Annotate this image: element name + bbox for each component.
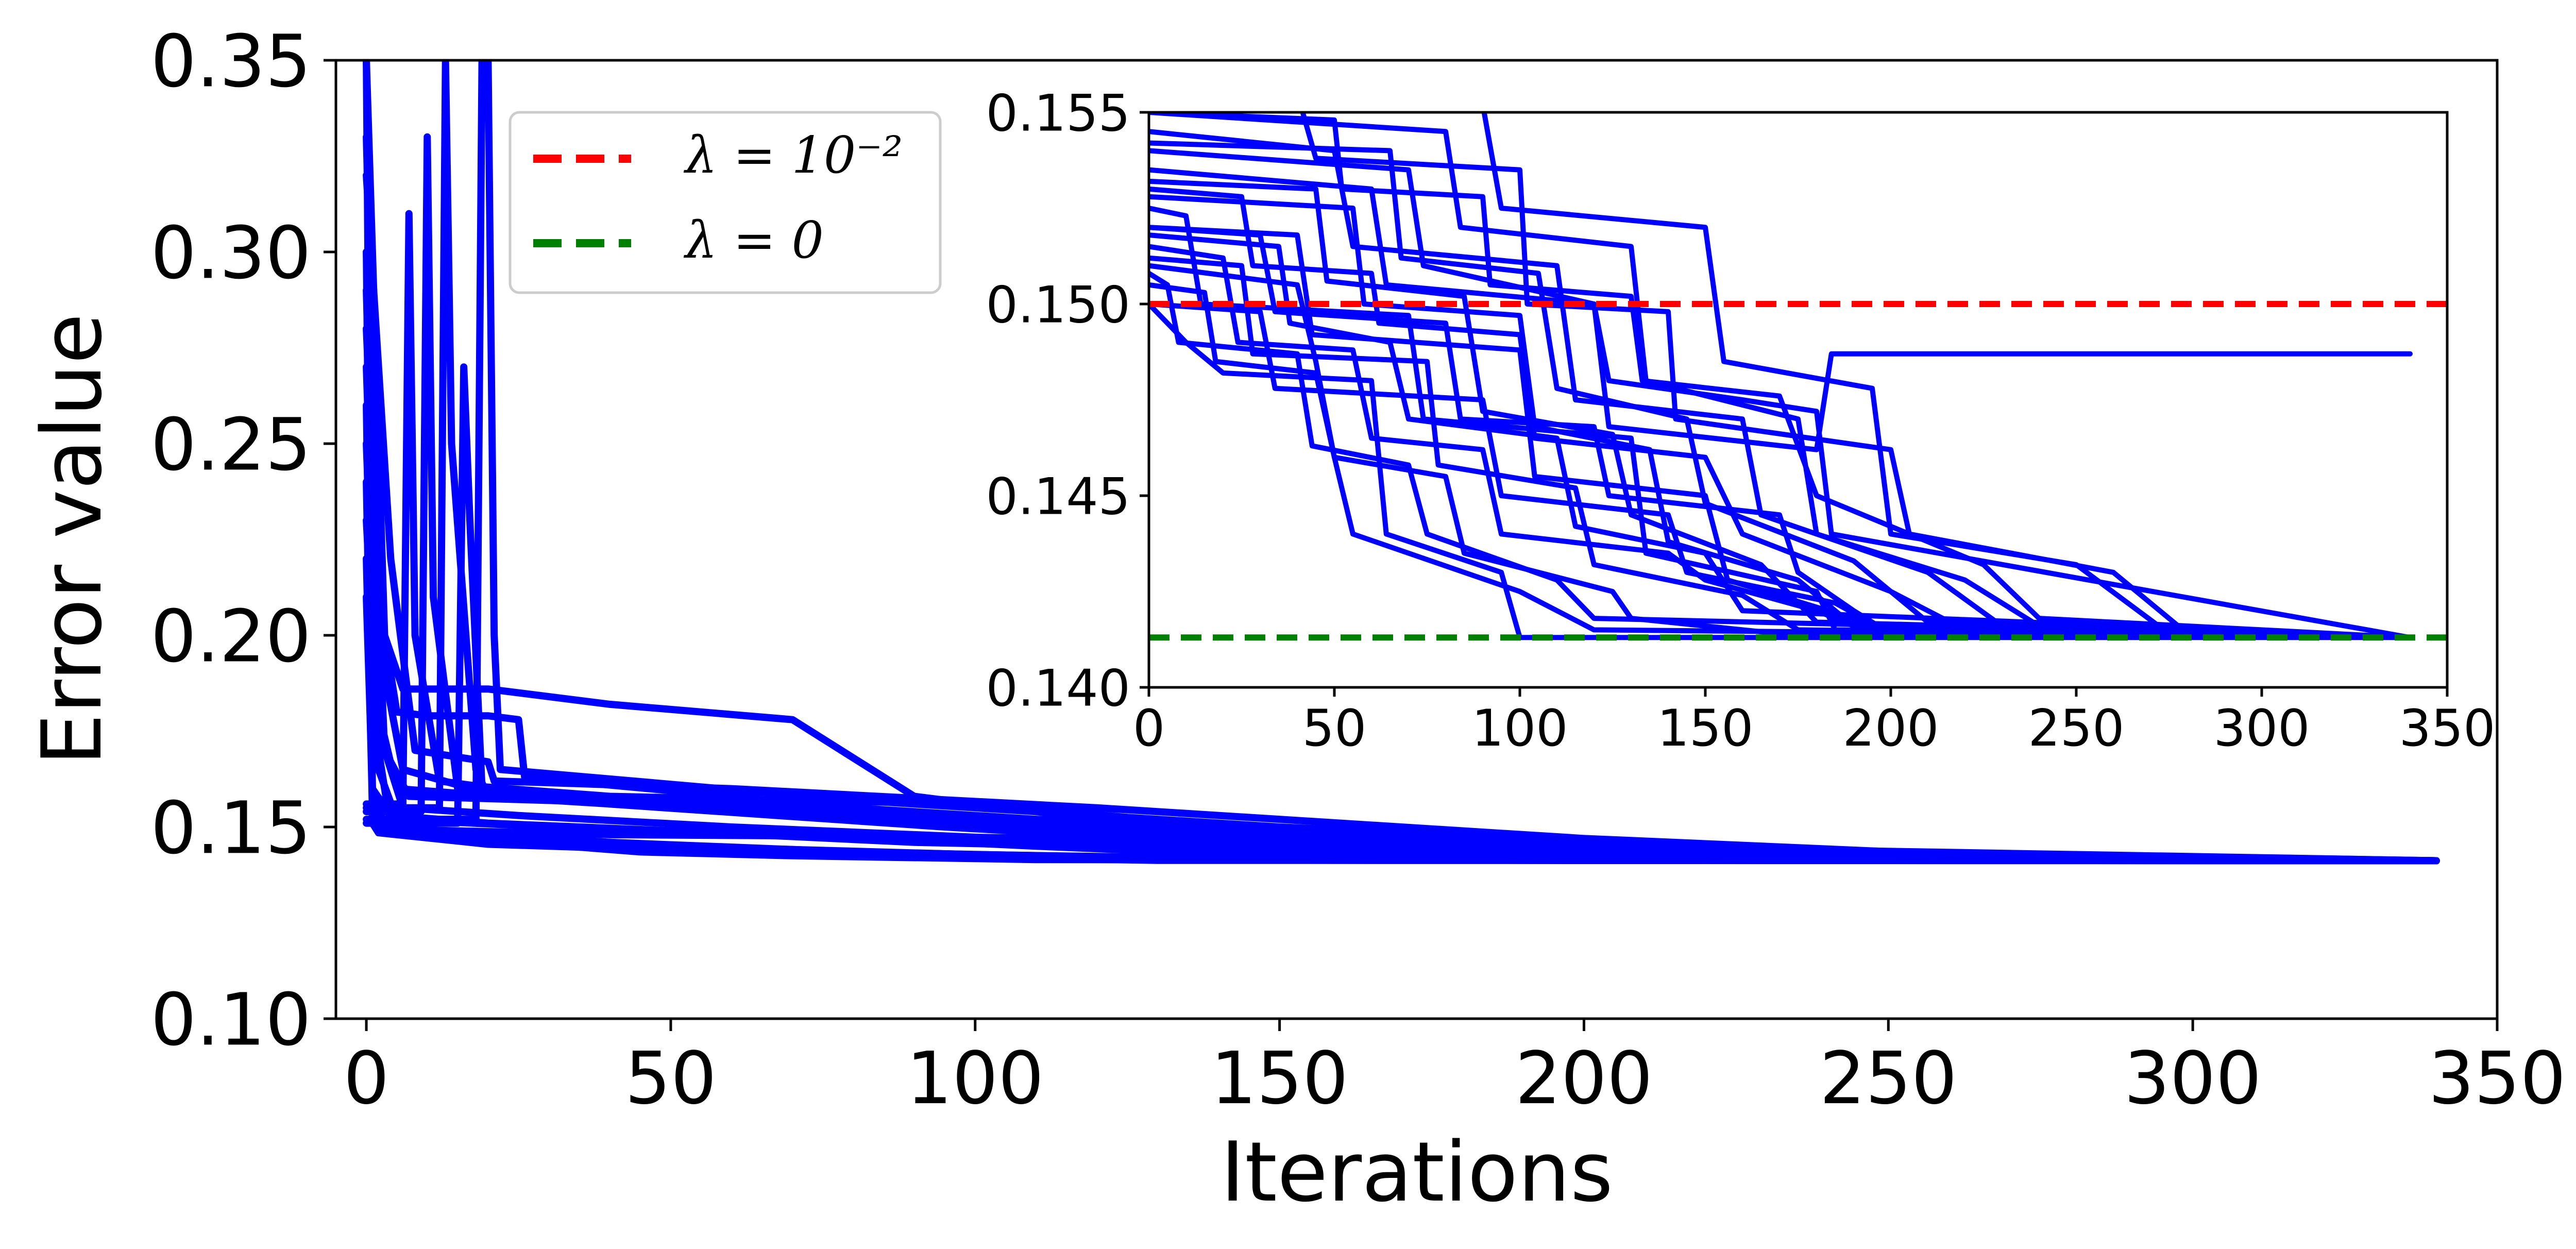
main-x-ticks: 0 50 100 150 200 250 300 350 xyxy=(344,1019,2566,1121)
main-x-tick-label: 100 xyxy=(906,1037,1044,1121)
inset-x-tick-label: 350 xyxy=(2399,699,2495,758)
main-x-tick-label: 300 xyxy=(2124,1037,2262,1121)
inset-y-ticks: 0.140 0.145 0.150 0.155 xyxy=(986,84,1149,718)
main-series-run-20 xyxy=(363,248,2440,865)
inset-x-tick-label: 100 xyxy=(1471,699,1568,758)
inset-x-tick-label: 0 xyxy=(1133,699,1165,758)
main-y-tick-label: 0.30 xyxy=(150,211,311,295)
inset-x-tick-label: 300 xyxy=(2213,699,2310,758)
main-y-tick-label: 0.10 xyxy=(150,978,311,1062)
inset-series-run-14 xyxy=(1149,112,2413,640)
inset-series-run-12 xyxy=(1149,148,2413,452)
main-plot-lines xyxy=(363,60,2440,865)
inset-y-tick-label: 0.150 xyxy=(986,276,1130,334)
inset-x-tick-label: 50 xyxy=(1302,699,1367,758)
main-x-tick-label: 150 xyxy=(1211,1037,1348,1121)
inset-series-run-7 xyxy=(1149,129,2413,640)
main-series-run-15 xyxy=(363,60,2440,865)
inset-series-run-16 xyxy=(1149,232,2413,640)
legend: λ = 10⁻² λ = 0 xyxy=(509,111,942,294)
main-y-tick-label: 0.35 xyxy=(150,20,311,104)
inset-plot-lines xyxy=(1149,112,2413,640)
inset-series-run-6 xyxy=(1149,263,2413,640)
inset-x-tick-label: 200 xyxy=(1842,699,1939,758)
inset-series-run-20 xyxy=(1149,178,2413,640)
inset-y-tick-label: 0.155 xyxy=(986,84,1130,143)
inset-series-run-19 xyxy=(1149,255,2413,640)
main-x-tick-label: 350 xyxy=(2428,1037,2566,1121)
inset-y-tick-label: 0.140 xyxy=(986,659,1130,718)
inset-series-run-9 xyxy=(1149,167,2413,640)
inset-reference-lines xyxy=(1149,301,2447,641)
y-axis-label: Error value xyxy=(24,313,120,766)
main-x-tick-label: 0 xyxy=(344,1037,389,1121)
inset-series-run-11 xyxy=(1149,282,2413,640)
inset-series-run-17 xyxy=(1481,112,2413,640)
main-y-tick-label: 0.25 xyxy=(150,403,311,487)
inset-series-run-22 xyxy=(1149,271,2413,640)
main-plot-frame xyxy=(334,59,2499,1020)
legend-label-lambda-1e-2: λ = 10⁻² xyxy=(683,126,903,185)
main-x-tick-label: 250 xyxy=(1820,1037,1957,1121)
x-axis-label: Iterations xyxy=(1221,1124,1613,1220)
main-y-ticks: 0.10 0.15 0.20 0.25 0.30 0.35 xyxy=(150,20,336,1062)
inset-y-tick-label: 0.145 xyxy=(986,467,1130,526)
inset-x-tick-label: 250 xyxy=(2028,699,2124,758)
legend-label-lambda-0: λ = 0 xyxy=(683,211,824,270)
inset-series-run-18 xyxy=(1149,194,2413,640)
legend-box xyxy=(509,111,942,294)
inset-x-tick-label: 150 xyxy=(1657,699,1753,758)
inset-series-run-21 xyxy=(1149,140,2413,640)
main-y-tick-label: 0.15 xyxy=(150,786,311,870)
main-x-tick-label: 50 xyxy=(625,1037,717,1121)
inset-x-ticks: 0 50 100 150 200 250 300 350 xyxy=(1133,687,2496,758)
main-x-tick-label: 200 xyxy=(1515,1037,1653,1121)
inset-plot-frame xyxy=(1147,111,2449,689)
main-y-tick-label: 0.20 xyxy=(150,595,311,679)
